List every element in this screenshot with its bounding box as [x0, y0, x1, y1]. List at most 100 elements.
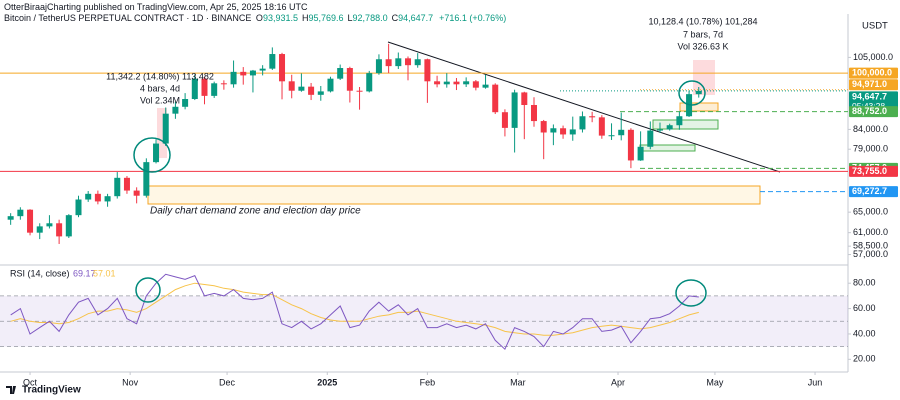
zone-box	[652, 119, 719, 130]
candle-body	[598, 117, 605, 136]
candle-body	[560, 128, 567, 135]
candle-body	[317, 91, 324, 95]
x-tick-label: 2025	[317, 377, 337, 387]
y-tick-label: 65,000.0	[853, 207, 888, 217]
candle-body	[153, 143, 160, 163]
ohlc-key: H	[301, 13, 309, 23]
highlight-circle	[135, 277, 161, 303]
ohlc-key: O	[255, 13, 263, 23]
candle-body	[589, 116, 596, 118]
candle-body	[443, 81, 450, 85]
measure-box	[693, 60, 715, 95]
price-tag-label: 94,647.7	[852, 91, 887, 101]
price-tag	[849, 165, 898, 177]
price-tag	[849, 106, 898, 118]
rsi-tick-label: 80.00	[853, 278, 876, 288]
candle-body	[676, 116, 683, 126]
candle-body	[133, 190, 140, 196]
price-tag-label: 100,000.0	[852, 68, 892, 78]
candle-body	[279, 54, 286, 82]
rsi-value: 69.17	[73, 268, 96, 278]
rsi-tick-label: 20.00	[853, 354, 876, 364]
candle-body	[143, 162, 150, 196]
y-tick-label: 79,000.0	[853, 144, 888, 154]
rsi-tick-label: 60.00	[853, 303, 876, 313]
candle-body	[414, 59, 421, 66]
price-tag-label: 94,971.0	[852, 79, 887, 89]
measure-label: 11,342.2 (14.80%) 113,482	[106, 71, 214, 81]
candle-body	[259, 68, 266, 71]
rsi-title: RSI (14, close)	[10, 268, 70, 278]
footer-logo	[6, 386, 16, 394]
candle-body	[17, 209, 24, 217]
ohlc-value: 95,769.6	[308, 13, 344, 23]
price-tag-label: 69,272.7	[852, 186, 887, 196]
candle-body	[375, 59, 382, 74]
candle-body	[123, 177, 130, 191]
measure-label: Vol 2.34M	[140, 95, 180, 105]
candle-body	[75, 199, 82, 216]
ohlc-key: C	[391, 13, 399, 23]
x-tick-label: May	[706, 377, 724, 387]
highlight-circle	[675, 279, 707, 307]
measure-label: 10,128.4 (10.78%) 101,284	[648, 16, 757, 26]
candle-body	[201, 78, 208, 96]
candle-body	[637, 146, 644, 161]
price-tag-countdown: 05:43:28	[852, 101, 885, 111]
candle-body	[327, 78, 334, 92]
candle-body	[220, 83, 227, 85]
price-tag	[849, 186, 898, 198]
footer: TradingView	[22, 385, 81, 396]
symbol-title: Bitcoin / TetherUS PERPETUAL CONTRACT · …	[4, 13, 252, 23]
ohlc-value: 93,931.5	[262, 13, 298, 23]
measure-label: Vol 326.63 K	[677, 41, 728, 51]
candle-body	[579, 116, 586, 130]
candle-body	[405, 58, 412, 66]
candle-body	[94, 193, 101, 202]
change: +716.1 (+0.76%)	[439, 13, 507, 23]
header: OtterBiraajCharting published on Trading…	[4, 2, 508, 24]
highlight-circle	[678, 80, 706, 106]
candle-body	[695, 90, 702, 95]
y-tick-label: 105,000.0	[853, 52, 893, 62]
candle-body	[492, 84, 499, 113]
x-tick-label: Nov	[122, 377, 139, 387]
price-tag	[849, 67, 898, 79]
candle-body	[366, 73, 373, 92]
candle-body	[182, 99, 189, 107]
candle-body	[308, 86, 315, 95]
candle-body	[36, 226, 43, 233]
highlight-circle	[133, 137, 171, 173]
rsi-tick-label: 40.00	[853, 328, 876, 338]
y-tick-label: 84,000.0	[853, 124, 888, 134]
candle-body	[27, 209, 34, 233]
x-tick-label: Jun	[808, 377, 823, 387]
x-tick-label: Apr	[611, 377, 625, 387]
trendline	[387, 41, 781, 173]
candle-body	[511, 92, 518, 128]
candle-body	[298, 86, 305, 91]
candle-body	[46, 223, 53, 227]
zone-label: Daily chart demand zone and election day…	[150, 206, 361, 217]
candle-body	[172, 106, 179, 114]
candle-body	[211, 83, 218, 96]
candle-body	[647, 130, 654, 147]
ohlc-value: 94,647.7	[398, 13, 434, 23]
legend-row: Bitcoin / TetherUS PERPETUAL CONTRACT · …	[4, 13, 508, 24]
candle-body	[656, 129, 663, 131]
candle-body	[249, 70, 256, 76]
rsi-ma-value: 57.01	[93, 268, 116, 278]
rsi-ma-line	[10, 282, 699, 336]
candle-body	[288, 81, 295, 91]
price-tag	[849, 79, 898, 91]
candle-body	[482, 84, 489, 88]
measure-label: 7 bars, 7d	[683, 29, 723, 39]
candle-body	[666, 125, 673, 130]
price-tag-label: 73,755.0	[852, 166, 887, 176]
candle-body	[114, 177, 121, 197]
candle-body	[356, 90, 363, 92]
demand-zone	[147, 185, 761, 205]
candle-body	[230, 71, 237, 85]
